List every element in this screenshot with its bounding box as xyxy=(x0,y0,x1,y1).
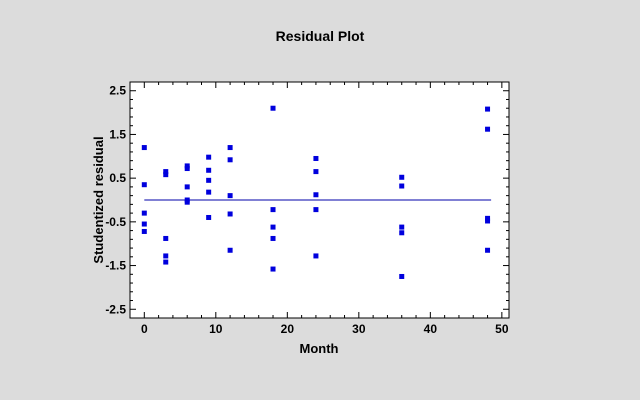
data-point xyxy=(227,211,233,217)
data-point xyxy=(163,169,169,175)
data-point xyxy=(141,182,147,188)
data-point xyxy=(270,105,276,111)
x-tick-label: 10 xyxy=(209,322,223,336)
data-point xyxy=(227,145,233,151)
x-axis-label: Month xyxy=(300,341,339,356)
y-tick-label: 1.5 xyxy=(109,127,126,141)
data-point xyxy=(141,221,147,227)
x-tick-label: 50 xyxy=(495,322,509,336)
y-axis: -2.5 -1.5 -0.5 0.5 1.5 2.5 xyxy=(105,84,509,316)
x-tick-label: 40 xyxy=(424,322,438,336)
data-point xyxy=(227,193,233,199)
data-point xyxy=(313,253,319,259)
data-point xyxy=(206,177,212,183)
y-tick-label: 0.5 xyxy=(109,171,126,185)
y-tick-label: 2.5 xyxy=(109,84,126,98)
data-point xyxy=(485,218,491,224)
data-point xyxy=(141,210,147,216)
data-point xyxy=(141,228,147,234)
x-tick-label: 20 xyxy=(281,322,295,336)
x-tick-label: 0 xyxy=(141,322,148,336)
data-point xyxy=(399,174,405,180)
y-tick-label: -2.5 xyxy=(105,302,126,316)
y-tick-label: -0.5 xyxy=(105,215,126,229)
data-point xyxy=(399,230,405,236)
data-point xyxy=(184,184,190,190)
data-point xyxy=(313,169,319,175)
data-point xyxy=(163,259,169,265)
data-point xyxy=(206,154,212,160)
data-point xyxy=(227,157,233,163)
x-axis: 0 10 20 30 40 50 xyxy=(141,82,509,336)
data-point xyxy=(313,192,319,198)
y-axis-label: Studentized residual xyxy=(91,136,106,263)
data-point xyxy=(313,155,319,161)
data-point xyxy=(206,167,212,173)
data-point xyxy=(184,199,190,205)
data-point xyxy=(206,189,212,195)
data-point xyxy=(163,172,169,178)
x-tick-label: 30 xyxy=(352,322,366,336)
data-point xyxy=(163,235,169,241)
data-point xyxy=(399,183,405,189)
data-point xyxy=(270,266,276,272)
data-point xyxy=(141,145,147,151)
data-point xyxy=(163,253,169,259)
data-point xyxy=(485,106,491,112)
data-point xyxy=(399,224,405,230)
data-point xyxy=(206,214,212,220)
data-point xyxy=(313,207,319,213)
data-point xyxy=(270,207,276,213)
data-points xyxy=(141,105,491,279)
chart-title: Residual Plot xyxy=(276,28,365,44)
y-tick-label: -1.5 xyxy=(105,259,126,273)
data-point xyxy=(184,166,190,172)
data-point xyxy=(270,224,276,230)
data-point xyxy=(184,163,190,169)
data-point xyxy=(485,126,491,132)
data-point xyxy=(227,247,233,253)
data-point xyxy=(485,247,491,253)
data-point xyxy=(399,273,405,279)
data-point xyxy=(485,215,491,221)
data-point xyxy=(270,235,276,241)
